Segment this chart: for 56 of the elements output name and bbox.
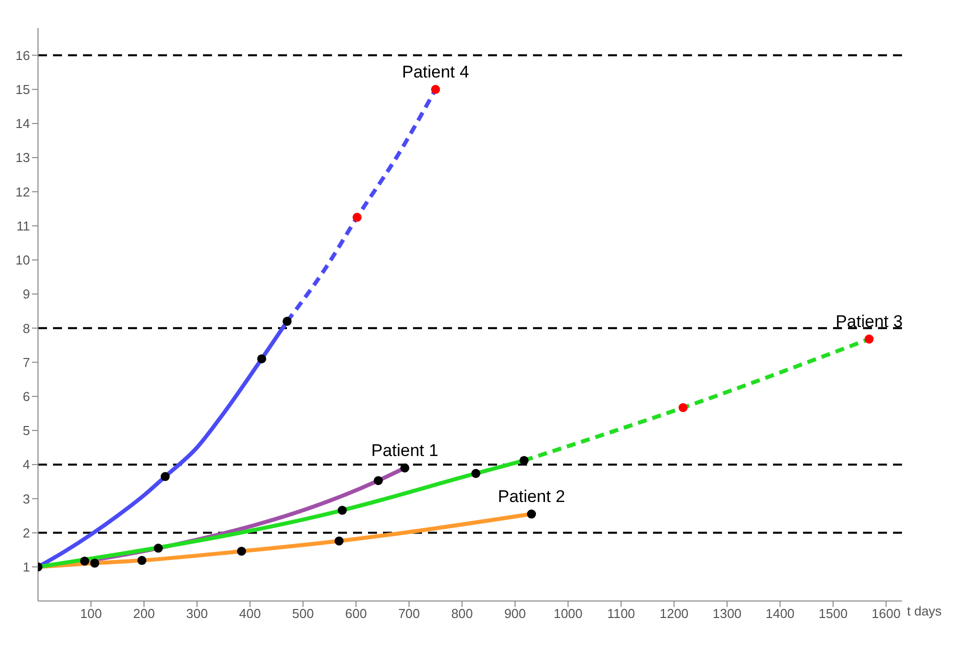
x-axis-title: t days <box>907 604 942 619</box>
x-tick-label: 1600 <box>872 606 901 622</box>
point <box>137 556 146 565</box>
point <box>431 84 440 94</box>
x-tick-label: 1100 <box>607 606 636 622</box>
annotation: Patient 4 <box>402 62 470 82</box>
y-tick-label: 14 <box>16 116 30 132</box>
point <box>864 334 874 344</box>
y-tick-label: 1 <box>22 560 30 575</box>
annotation: Patient 1 <box>371 440 438 460</box>
point <box>526 510 536 519</box>
y-tick-label: 7 <box>22 354 30 370</box>
x-tick-label: 200 <box>133 606 155 622</box>
y-tick-label: 15 <box>16 82 30 98</box>
y-tick-label: 3 <box>22 491 30 506</box>
point <box>400 463 410 472</box>
y-tick-label: 6 <box>22 388 30 404</box>
y-tick-label: 13 <box>16 150 30 166</box>
point <box>520 456 529 465</box>
x-tick-label: 1400 <box>766 606 795 622</box>
y-tick-label: 2 <box>22 525 30 540</box>
x-tick-label: 600 <box>345 606 367 622</box>
y-tick-label: 11 <box>16 218 30 234</box>
point <box>80 556 90 566</box>
x-tick-label: 1300 <box>712 606 742 622</box>
point <box>471 468 480 478</box>
point <box>338 506 347 515</box>
x-tick-label: 400 <box>239 606 261 622</box>
x-tick-label: 100 <box>80 606 102 622</box>
x-tick-label: 1200 <box>660 606 689 622</box>
y-tick-label: 16 <box>16 48 30 63</box>
y-tick-label: 5 <box>22 423 30 438</box>
x-tick-label: 500 <box>292 606 314 622</box>
annotation: Patient 2 <box>498 487 566 506</box>
x-tick-label: 900 <box>504 606 526 622</box>
point <box>678 403 688 412</box>
y-tick-label: 10 <box>16 252 30 268</box>
x-tick-label: 800 <box>451 606 473 622</box>
y-tick-label: 9 <box>22 286 30 302</box>
point <box>374 476 383 486</box>
point <box>334 536 344 546</box>
x-tick-label: 300 <box>186 606 208 622</box>
y-tick-label: 8 <box>22 320 30 336</box>
y-tick-label: 4 <box>22 457 30 472</box>
point <box>160 472 170 482</box>
x-tick-label: 700 <box>398 606 420 622</box>
x-tick-label: 1000 <box>554 606 583 622</box>
point <box>257 354 266 364</box>
point <box>154 544 163 553</box>
annotation: Patient 3 <box>836 312 903 332</box>
y-tick-label: 12 <box>16 184 30 200</box>
point <box>237 546 246 556</box>
x-tick-label: 1500 <box>818 606 848 622</box>
point <box>282 316 292 326</box>
point <box>352 212 362 222</box>
point <box>90 558 100 568</box>
